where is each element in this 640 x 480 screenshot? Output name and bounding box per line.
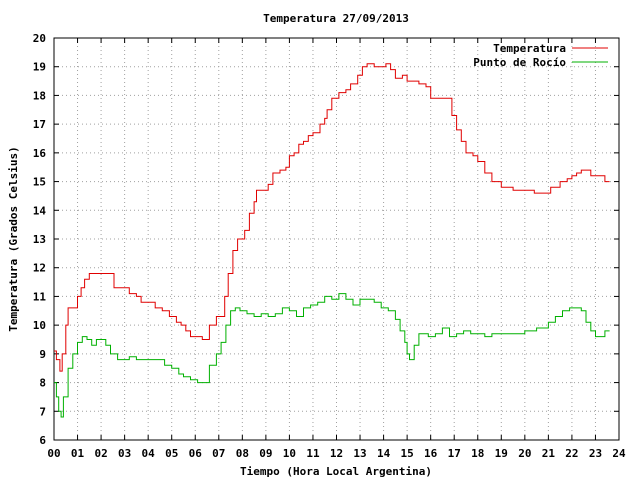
- x-tick-label: 22: [565, 447, 578, 460]
- chart-title: Temperatura 27/09/2013: [263, 12, 409, 25]
- series-line-temperatura: [54, 63, 610, 372]
- x-tick-label: 12: [330, 447, 343, 460]
- x-tick-label: 05: [165, 447, 178, 460]
- legend-label-temperatura: Temperatura: [493, 42, 566, 55]
- y-tick-label: 16: [33, 147, 47, 160]
- x-tick-label: 19: [495, 447, 508, 460]
- y-tick-label: 13: [33, 233, 46, 246]
- y-tick-label: 11: [33, 290, 47, 303]
- x-tick-label: 20: [518, 447, 531, 460]
- x-tick-label: 17: [448, 447, 461, 460]
- x-axis-label: Tiempo (Hora Local Argentina): [240, 465, 432, 478]
- x-tick-label: 18: [471, 447, 484, 460]
- y-tick-label: 7: [39, 405, 46, 418]
- y-tick-label: 19: [33, 61, 46, 74]
- series-layer: [54, 63, 610, 418]
- y-tick-label: 17: [33, 118, 46, 131]
- y-tick-label: 18: [33, 89, 46, 102]
- x-tick-label: 02: [94, 447, 107, 460]
- y-tick-label: 8: [39, 377, 46, 390]
- x-tick-label: 06: [189, 447, 203, 460]
- x-tick-label: 03: [118, 447, 131, 460]
- x-tick-label: 15: [401, 447, 414, 460]
- x-tick-label: 16: [424, 447, 438, 460]
- legend-label-punto-de-rocio: Punto de Rocío: [473, 56, 566, 69]
- x-tick-label: 01: [71, 447, 85, 460]
- y-tick-label: 6: [39, 434, 46, 447]
- y-tick-label: 15: [33, 176, 46, 189]
- y-tick-label: 9: [39, 348, 46, 361]
- y-tick-label: 20: [33, 32, 46, 45]
- tick-layer: 00 01 02 03 04 05 06 07 08 09 10 11 12 13 14 15 16 17 18 19…: [33, 32, 626, 460]
- x-tick-label: 11: [306, 447, 320, 460]
- x-tick-label: 13: [353, 447, 366, 460]
- x-tick-label: 14: [377, 447, 391, 460]
- x-tick-label: 00: [47, 447, 60, 460]
- legend: Temperatura Punto de Rocío: [473, 42, 608, 69]
- x-tick-label: 24: [612, 447, 626, 460]
- x-tick-label: 07: [212, 447, 225, 460]
- x-tick-label: 10: [283, 447, 296, 460]
- x-tick-label: 08: [236, 447, 249, 460]
- x-tick-label: 23: [589, 447, 602, 460]
- x-tick-label: 09: [259, 447, 272, 460]
- series-line-punto-de-rocio: [54, 293, 610, 418]
- x-tick-label: 04: [142, 447, 156, 460]
- y-tick-label: 12: [33, 262, 46, 275]
- y-tick-label: 14: [33, 204, 47, 217]
- plot-frame: [53, 37, 620, 441]
- x-tick-label: 21: [542, 447, 556, 460]
- y-axis-label: Temperatura (Grados Celsius): [7, 146, 20, 331]
- y-tick-label: 10: [33, 319, 46, 332]
